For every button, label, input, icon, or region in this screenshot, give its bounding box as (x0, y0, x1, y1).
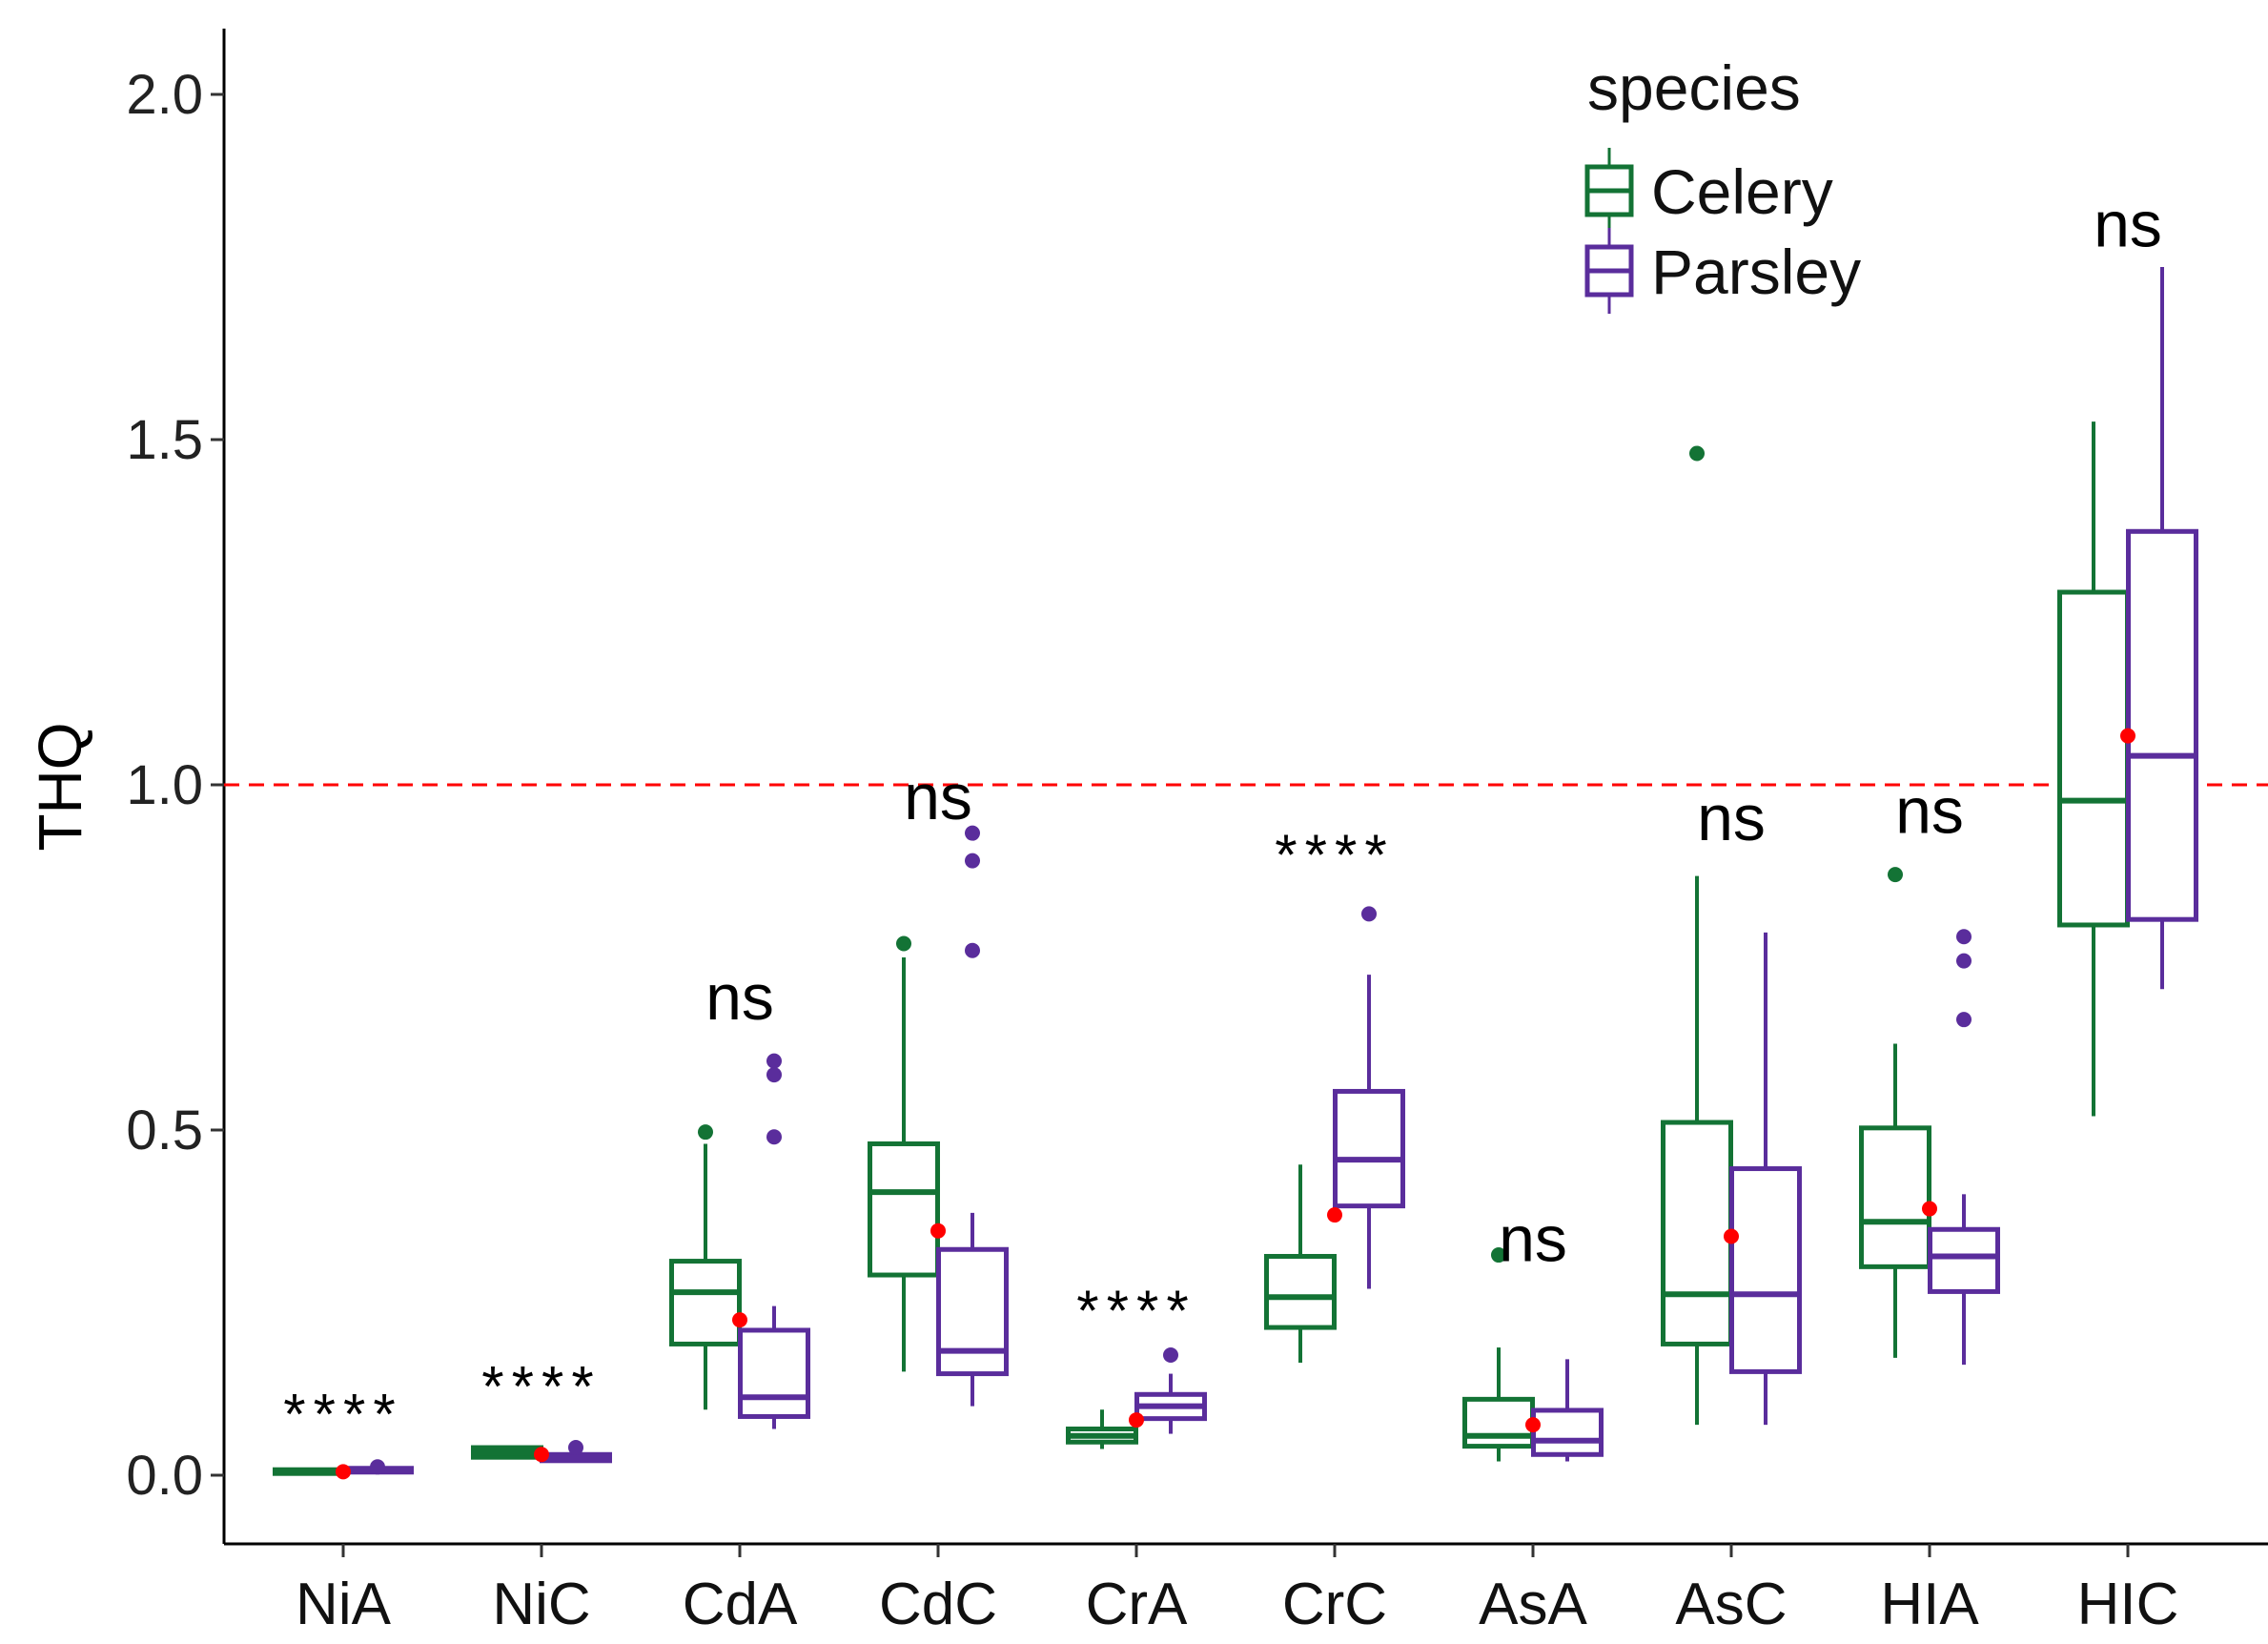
outlier-point (1956, 1012, 1972, 1028)
box-iqr (1264, 1253, 1337, 1330)
box-parsley-CrC (1333, 906, 1405, 1289)
box-celery-CrC (1264, 1164, 1337, 1363)
box-iqr (1531, 1408, 1604, 1457)
significance-label: ns (1895, 775, 1964, 848)
outlier-point (766, 1129, 782, 1145)
box-parsley-NiC (540, 1440, 612, 1464)
outlier-point (965, 853, 980, 869)
mean-point (1525, 1417, 1541, 1433)
box-parsley-NiA (341, 1459, 414, 1475)
outlier-point (1689, 445, 1705, 462)
mean-point (336, 1464, 351, 1480)
box-parsley-CrA (1134, 1347, 1207, 1434)
marks: **** **** ns ns **** **** ns ns ns ns (224, 188, 2268, 1480)
significance-label: ns (705, 961, 774, 1034)
outlier-point (1888, 867, 1903, 883)
box-iqr (936, 1246, 1009, 1377)
significance-label: **** (1275, 823, 1394, 887)
significance-label: ns (2094, 188, 2162, 260)
x-tick-label: HIA (1880, 1572, 1979, 1637)
outlier-point (965, 825, 980, 841)
mean-point (930, 1223, 946, 1239)
legend-label-celery: Celery (1651, 156, 1833, 227)
box-celery-HIC (2057, 421, 2130, 1117)
box-iqr (1462, 1396, 1535, 1449)
box-parsley-CdA (738, 1053, 810, 1429)
significance-label: ns (904, 761, 972, 833)
significance-label: ns (1499, 1203, 1567, 1276)
box-celery-NiC (471, 1445, 543, 1460)
box-celery-NiA (273, 1467, 345, 1476)
x-tick-label: HIC (2077, 1572, 2179, 1637)
x-tick-label: CrC (1282, 1572, 1387, 1637)
y-tick-label: 2.0 (126, 64, 203, 126)
x-tick-label: AsC (1675, 1572, 1787, 1637)
mean-point (1922, 1201, 1937, 1217)
legend-label-parsley: Parsley (1651, 236, 1861, 307)
legend-title: species (1587, 52, 1801, 123)
outlier-point (1361, 906, 1377, 922)
box-celery-HIA (1859, 867, 1931, 1358)
box-iqr (1661, 1120, 1733, 1346)
axes: 0.0 0.5 1.0 1.5 2.0 NiA NiC CdA CdC CrA CrC AsA AsC H… (126, 29, 2268, 1637)
box-iqr (1333, 1088, 1405, 1209)
y-tick-label: 1.5 (126, 409, 203, 471)
box-celery-CdC (868, 935, 940, 1372)
mean-point (1129, 1412, 1144, 1428)
box-parsley-HIC (2126, 267, 2198, 990)
x-tick-label: CdC (879, 1572, 997, 1637)
x-tick-label: NiC (492, 1572, 590, 1637)
y-tick-label: 0.5 (126, 1099, 203, 1161)
box-iqr (669, 1259, 742, 1346)
box-parsley-HIA (1928, 929, 2000, 1366)
box-parsley-CdC (936, 825, 1009, 1407)
x-tick-label: CrA (1086, 1572, 1188, 1637)
box-celery-CdA (669, 1124, 742, 1410)
outlier-point (698, 1124, 713, 1141)
mean-point (2120, 728, 2135, 744)
box-iqr (2126, 528, 2198, 922)
outlier-point (1956, 953, 1972, 969)
outlier-point (1491, 1247, 1506, 1264)
mean-point (1724, 1228, 1739, 1244)
significance-label: ns (1697, 782, 1766, 854)
mean-point (1327, 1207, 1342, 1223)
significance-label: **** (283, 1383, 402, 1447)
box-iqr (1859, 1125, 1931, 1269)
outlier-point (766, 1067, 782, 1083)
y-tick-label: 1.0 (126, 754, 203, 816)
x-tick-label: NiA (296, 1572, 392, 1637)
legend: species Celery Parsley (1584, 52, 1861, 314)
outlier-point (896, 935, 911, 952)
box-iqr (2057, 589, 2130, 928)
significance-label: **** (481, 1355, 601, 1419)
x-tick-label: CdA (683, 1572, 798, 1637)
outlier-point (1163, 1347, 1178, 1364)
box-iqr (1928, 1226, 2000, 1294)
box-iqr (738, 1327, 810, 1419)
outlier-point (766, 1053, 782, 1069)
mean-point (732, 1312, 747, 1328)
y-axis-label: THQ (26, 722, 94, 851)
box-iqr (1729, 1166, 1802, 1374)
box-parsley-AsC (1729, 932, 1802, 1426)
outlier-point (370, 1459, 385, 1475)
significance-label: **** (1076, 1279, 1195, 1343)
box-iqr (868, 1141, 940, 1278)
mean-point (534, 1447, 549, 1463)
x-tick-label: AsA (1479, 1572, 1587, 1637)
box-celery-AsA (1462, 1247, 1535, 1462)
y-tick-label: 0.0 (126, 1445, 203, 1507)
outlier-point (568, 1440, 583, 1456)
box-celery-AsC (1661, 445, 1733, 1426)
outlier-point (1956, 929, 1972, 945)
box-celery-CrA (1066, 1409, 1138, 1449)
outlier-point (965, 942, 980, 958)
box-parsley-AsA (1531, 1359, 1604, 1462)
